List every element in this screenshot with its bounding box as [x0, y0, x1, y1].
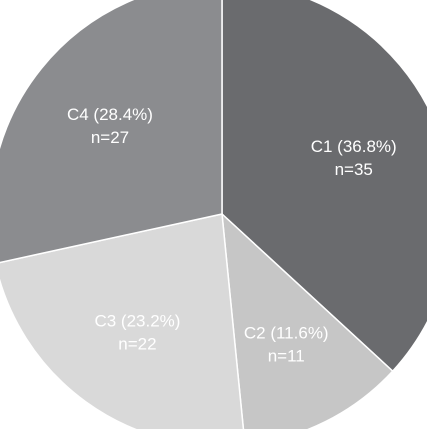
slice-label-c2: C2 (11.6%): [244, 324, 329, 343]
pie-slice-c3: [0, 213, 245, 429]
slice-count-c4: n=27: [91, 128, 129, 147]
pie-slice-c4: [0, 0, 223, 264]
pie-slice-c1: [221, 0, 427, 373]
slice-label-c3: C3 (23.2%): [94, 311, 180, 330]
labels-layer: C1 (36.8%) n=35 C2 (11.6%) n=11 C3 (23.2%) n=…: [67, 105, 397, 366]
slice-count-c2: n=11: [268, 347, 305, 366]
slice-count-c1: n=35: [335, 160, 373, 179]
pie-slice-c2: [221, 212, 394, 429]
slice-label-c4: C4 (28.4%): [67, 105, 153, 124]
slice-label-c1: C1 (36.8%): [311, 137, 397, 156]
slice-count-c3: n=22: [118, 334, 156, 353]
